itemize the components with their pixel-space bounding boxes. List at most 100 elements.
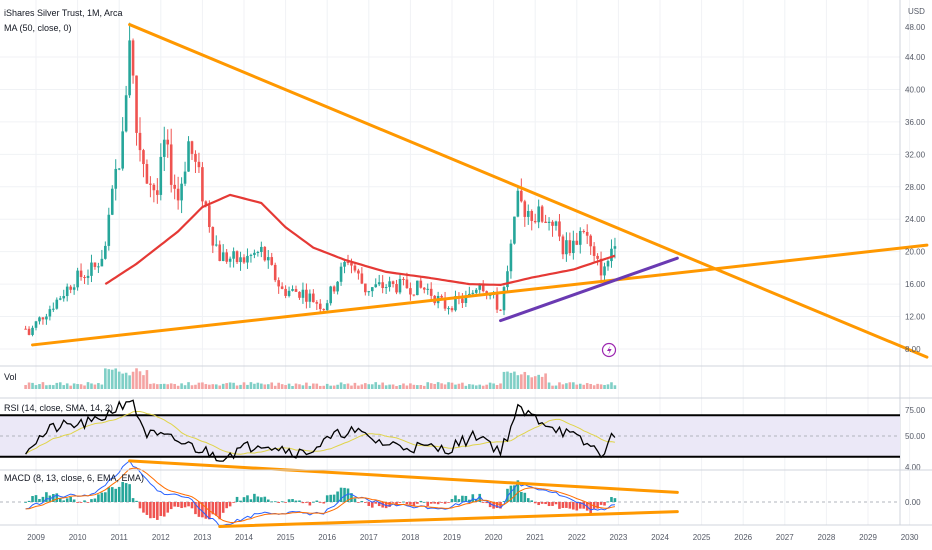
- volume-bar: [138, 371, 142, 389]
- candle-body: [104, 245, 107, 259]
- volume-bar: [284, 385, 287, 389]
- price-tick-label: 12.00: [905, 313, 926, 322]
- macd-histogram-bar: [52, 494, 55, 502]
- macd-histogram-bar: [69, 496, 72, 502]
- volume-bar: [83, 385, 86, 389]
- candle-body: [526, 210, 530, 217]
- volume-bar: [173, 383, 176, 389]
- macd-histogram-bar: [551, 502, 554, 506]
- volume-bar: [374, 382, 378, 389]
- volume-bar: [104, 368, 107, 389]
- volume-bar: [291, 385, 294, 389]
- volume-bar: [201, 382, 204, 389]
- volume-bar: [582, 384, 586, 389]
- year-tick-label: 2015: [277, 533, 295, 542]
- volume-bar: [464, 385, 468, 389]
- volume-bar: [166, 384, 170, 389]
- volume-bar: [183, 385, 187, 389]
- volume-bar: [360, 384, 364, 389]
- candle-body: [277, 280, 280, 287]
- volume-bars: [24, 368, 617, 389]
- volume-bar: [159, 384, 163, 389]
- price-tick-label: 28.00: [905, 183, 926, 192]
- candle-body: [256, 251, 260, 253]
- candle-body: [530, 210, 534, 221]
- volume-bar: [454, 384, 457, 389]
- volume-bar: [62, 385, 66, 389]
- macd-histogram-bar: [447, 502, 450, 503]
- candle-body: [86, 275, 90, 278]
- candle-body: [79, 270, 83, 278]
- volume-bar: [353, 382, 357, 389]
- macd-histogram-bar: [610, 497, 613, 502]
- candle-body: [422, 287, 426, 290]
- macd-histogram-bar: [318, 502, 322, 503]
- macd-histogram-bar: [228, 502, 232, 507]
- macd-histogram-bar: [592, 502, 596, 509]
- macd-histogram-bar: [242, 497, 246, 502]
- candle-body: [260, 246, 263, 252]
- candle-body: [568, 240, 572, 254]
- volume-bar: [128, 375, 131, 389]
- macd-histogram-bar: [402, 501, 405, 503]
- volume-bar: [329, 385, 332, 389]
- macd-histogram-bar: [481, 502, 485, 503]
- volume-bar: [294, 383, 298, 389]
- volume-bar: [412, 384, 416, 389]
- macd-histogram-bar: [55, 493, 59, 502]
- volume-bar: [31, 382, 34, 389]
- macd-histogram-bar: [374, 502, 378, 504]
- candle-body: [31, 327, 34, 335]
- volume-bar: [86, 382, 90, 389]
- macd-histogram-bar: [561, 502, 565, 508]
- alert-icon[interactable]: [601, 342, 617, 358]
- candle-body: [488, 294, 492, 296]
- macd-histogram-bar: [565, 502, 568, 508]
- macd-histogram-bar: [190, 502, 194, 509]
- candle-body: [263, 246, 267, 261]
- macd-histogram-bar: [62, 500, 66, 502]
- trendlines[interactable]: [31, 23, 929, 359]
- macd-histogram-bar: [381, 502, 384, 508]
- macd-histogram-bar: [367, 502, 371, 506]
- candle-body: [578, 231, 582, 245]
- macd-histogram-bar: [544, 502, 547, 505]
- candle-body: [201, 167, 204, 202]
- macd-histogram-bar: [93, 498, 97, 502]
- volume-bar: [402, 383, 405, 389]
- macd-histogram-bar: [575, 502, 579, 511]
- candle-body: [183, 171, 187, 184]
- macd-histogram-bar: [128, 484, 131, 502]
- volume-bar: [485, 384, 488, 389]
- macd-histogram-bar: [554, 502, 558, 505]
- candle-body: [364, 283, 367, 293]
- macd-histogram-bar: [312, 501, 315, 503]
- volume-bar: [596, 383, 599, 389]
- candle-body: [395, 284, 398, 293]
- ma-indicator-label: MA (50, close, 0): [4, 23, 72, 33]
- macd-label: MACD (8, 13, close, 6, EMA, EMA): [4, 473, 144, 483]
- volume-bar: [346, 383, 350, 389]
- candle-body: [499, 309, 502, 311]
- macd-histogram-bar: [145, 502, 149, 515]
- candle-body: [242, 257, 246, 263]
- volume-bar: [197, 382, 201, 389]
- candle-body: [301, 289, 305, 298]
- macd-histogram-bar: [332, 494, 336, 502]
- macd-histogram-bar: [613, 498, 617, 502]
- candle-body: [308, 293, 312, 302]
- volume-bar: [610, 382, 613, 389]
- macd-histogram-bar: [509, 485, 513, 502]
- candle-body: [322, 309, 326, 311]
- macd-histogram-bar: [249, 499, 253, 502]
- candle-body: [138, 132, 142, 151]
- volume-bar: [513, 371, 516, 389]
- volume-bar: [107, 369, 111, 389]
- macd-histogram-bar: [180, 502, 183, 509]
- candle-body: [173, 184, 176, 189]
- candle-body: [194, 153, 197, 162]
- volume-bar: [568, 382, 572, 389]
- candle-body: [114, 168, 118, 189]
- candle-body: [45, 316, 48, 320]
